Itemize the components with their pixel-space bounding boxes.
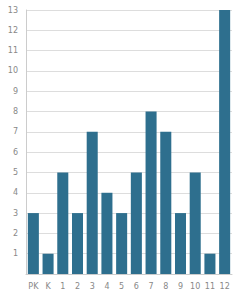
svg-text:5: 5 [119,282,124,291]
svg-text:7: 7 [149,282,154,291]
svg-text:5: 5 [13,168,18,177]
svg-text:3: 3 [13,209,18,218]
svg-text:8: 8 [13,107,18,116]
svg-text:PK: PK [28,282,39,291]
svg-text:9: 9 [178,282,183,291]
svg-text:7: 7 [13,127,18,136]
svg-text:12: 12 [8,26,18,35]
svg-text:10: 10 [8,66,18,75]
svg-text:10: 10 [190,282,200,291]
svg-text:12: 12 [220,282,230,291]
svg-text:2: 2 [13,229,18,238]
svg-text:6: 6 [13,148,18,157]
svg-text:9: 9 [13,87,18,96]
svg-text:6: 6 [134,282,139,291]
svg-text:11: 11 [8,46,18,55]
svg-text:4: 4 [13,188,18,197]
svg-text:3: 3 [90,282,95,291]
svg-text:8: 8 [163,282,168,291]
svg-text:2: 2 [75,282,80,291]
svg-text:11: 11 [205,282,215,291]
svg-text:4: 4 [104,282,109,291]
svg-text:1: 1 [13,249,18,258]
svg-text:1: 1 [60,282,65,291]
svg-text:K: K [45,282,51,291]
svg-text:13: 13 [8,6,18,15]
